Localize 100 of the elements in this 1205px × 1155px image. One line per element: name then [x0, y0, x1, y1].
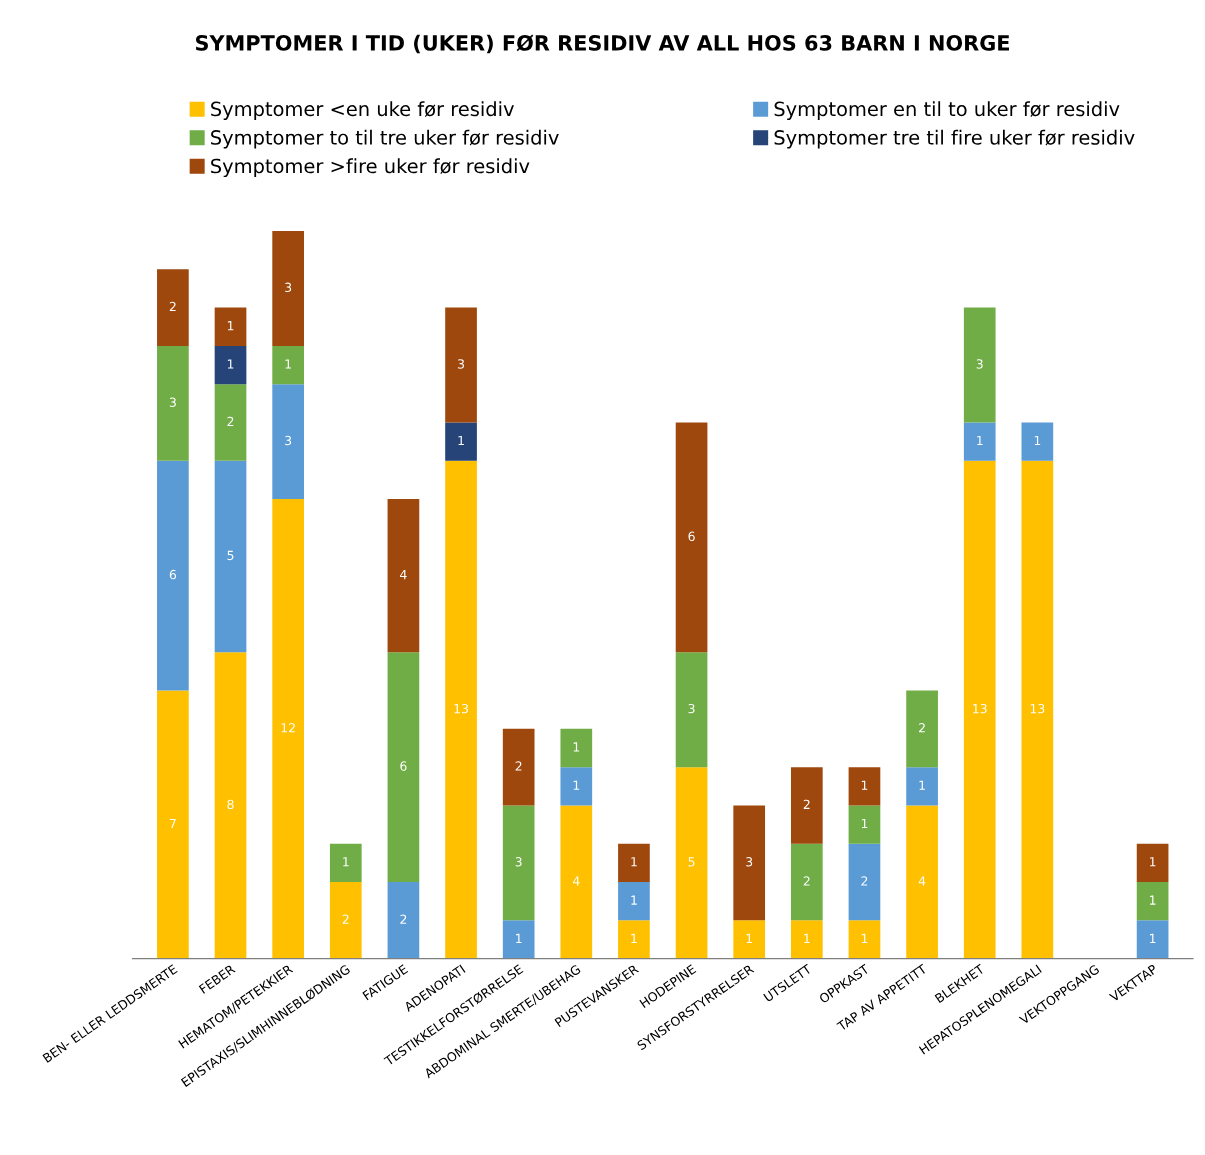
data-label: 4 [918, 876, 926, 886]
data-label: 2 [803, 876, 810, 886]
data-label: 1 [1150, 933, 1156, 943]
bar [157, 269, 189, 346]
data-label: 8 [227, 799, 234, 810]
data-label: 6 [400, 761, 407, 771]
data-label: 1 [861, 933, 868, 943]
bar [387, 499, 420, 653]
data-label: 1 [516, 933, 522, 943]
bar [502, 920, 535, 959]
bar [848, 843, 881, 921]
data-label: 6 [688, 531, 695, 542]
bar [445, 422, 477, 461]
data-label: 2 [342, 914, 349, 924]
data-label: 1 [919, 780, 925, 790]
bar [618, 882, 650, 921]
data-label: 3 [515, 857, 522, 867]
bar [790, 767, 823, 844]
bar [618, 843, 650, 883]
bar [1136, 882, 1169, 921]
data-label: 1 [631, 895, 637, 905]
bar [963, 422, 996, 461]
bar [445, 460, 477, 959]
data-label: 5 [227, 550, 234, 561]
legend-label: Symptomer en til to uker før residiv [774, 101, 1120, 121]
data-label: 13 [1030, 703, 1045, 714]
data-label: 1 [458, 435, 464, 446]
bar [1136, 843, 1169, 883]
data-label: 13 [973, 703, 987, 714]
data-label: 1 [631, 933, 637, 943]
data-label: 2 [803, 799, 810, 809]
data-label: 1 [804, 933, 810, 943]
bar [387, 652, 420, 883]
data-label: 4 [400, 570, 407, 580]
legend-label: Symptomer tre til fire uker før residiv [774, 129, 1135, 149]
data-label: 1 [227, 359, 234, 369]
bar [560, 805, 593, 959]
bar [214, 345, 247, 385]
bar [214, 384, 247, 461]
data-label: 2 [515, 761, 522, 771]
bar [790, 920, 823, 959]
data-label: 1 [631, 857, 637, 867]
data-label: 3 [458, 359, 465, 369]
data-label: 5 [688, 857, 695, 867]
data-label: 12 [281, 723, 295, 733]
data-label: 2 [169, 301, 176, 312]
data-label: 13 [454, 703, 468, 714]
bar [560, 767, 593, 806]
bar [675, 767, 708, 959]
bar [157, 345, 189, 461]
bar [502, 805, 535, 921]
bar [733, 920, 766, 959]
data-label: 1 [1150, 857, 1156, 867]
bar [848, 767, 881, 806]
bar [157, 690, 189, 959]
bar [272, 345, 304, 385]
bar [618, 920, 650, 959]
bar [272, 384, 304, 500]
data-label: 1 [1034, 435, 1041, 446]
bar [675, 652, 708, 768]
bar [1136, 920, 1169, 959]
data-label: 2 [861, 876, 868, 886]
bar [963, 307, 996, 423]
bar [848, 805, 881, 844]
bar [272, 499, 304, 959]
legend-label: Symptomer <en uke før residiv [211, 101, 514, 121]
data-label: 3 [169, 397, 176, 407]
data-label: 3 [746, 857, 753, 867]
data-label: 1 [285, 359, 291, 369]
data-label: 2 [400, 914, 407, 924]
bar [502, 728, 535, 806]
bar [329, 843, 362, 883]
bar [963, 460, 996, 959]
chart-title: SYMPTOMER I TID (UKER) FØR RESIDIV AV ALL HOS 63 BARN I NORGE [195, 34, 1009, 54]
data-label: 1 [573, 780, 580, 790]
bar [214, 460, 247, 653]
legend-label: Symptomer to til tre uker før residiv [211, 129, 559, 149]
data-label: 1 [746, 933, 753, 943]
bar [214, 652, 247, 959]
bar [1021, 460, 1054, 959]
bar [157, 460, 189, 691]
bar [848, 920, 881, 959]
bar [906, 690, 938, 768]
bar [733, 805, 766, 921]
bar [906, 767, 938, 806]
data-label: 1 [1150, 895, 1156, 905]
bar [272, 231, 304, 346]
data-label: 6 [169, 569, 177, 580]
data-label: 3 [688, 703, 695, 714]
data-label: 1 [573, 742, 580, 752]
data-label: 3 [285, 435, 292, 446]
bar [329, 882, 362, 959]
bar [560, 728, 593, 768]
bar [214, 307, 247, 346]
data-label: 1 [227, 321, 234, 331]
data-label: 7 [169, 818, 176, 829]
data-label: 2 [919, 723, 925, 733]
data-label: 1 [861, 780, 868, 790]
data-label: 2 [227, 416, 234, 426]
legend-label: Symptomer >fire uker før residiv [211, 158, 530, 178]
